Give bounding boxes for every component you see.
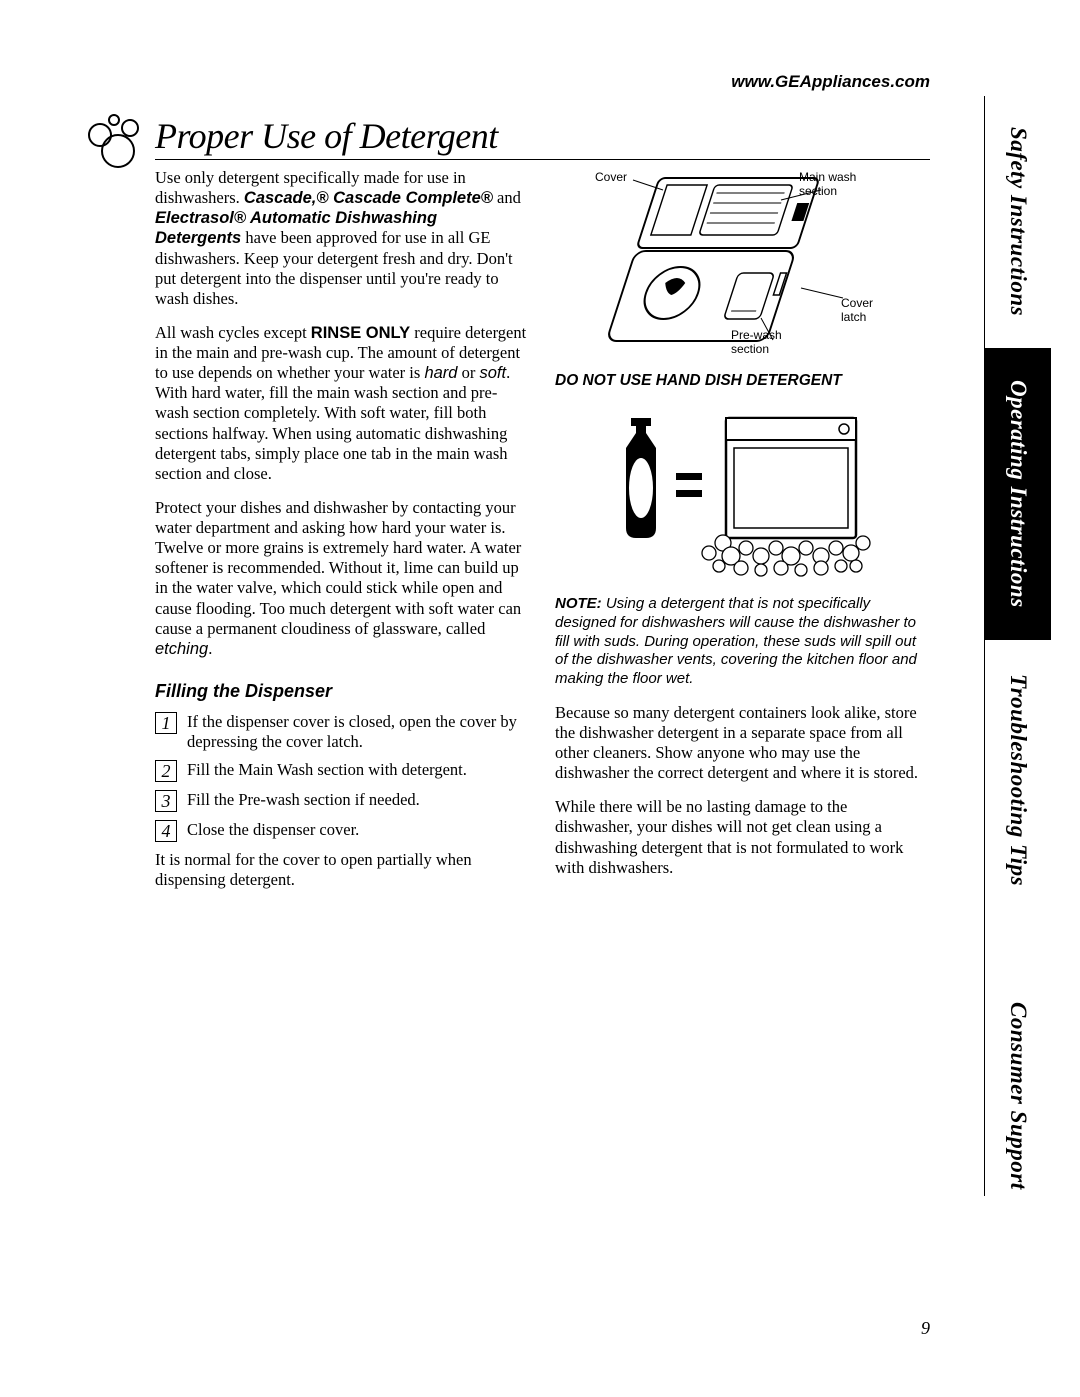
page-number: 9 xyxy=(921,1318,930,1339)
step-number-icon: 2 xyxy=(155,760,177,782)
filling-subheading: Filling the Dispenser xyxy=(155,681,527,702)
section-tabs-sidebar: Safety Instructions Operating Instructio… xyxy=(984,96,1050,1196)
right-para-1: Because so many detergent containers loo… xyxy=(555,703,927,784)
label-main-wash: Main wash section xyxy=(799,170,856,198)
label-cover: Cover xyxy=(595,170,627,184)
content-area: Proper Use of Detergent Use only deterge… xyxy=(155,115,930,904)
step-number-icon: 3 xyxy=(155,790,177,812)
intro-para-2: All wash cycles except RINSE ONLY requir… xyxy=(155,323,527,484)
step-list: 1 If the dispenser cover is closed, open… xyxy=(155,712,527,842)
suds-diagram xyxy=(601,398,881,583)
label-prewash: Pre-wash section xyxy=(731,328,782,356)
tab-operating-instructions[interactable]: Operating Instructions xyxy=(985,348,1051,640)
two-column-layout: Use only detergent specifically made for… xyxy=(155,168,930,904)
step-number-icon: 1 xyxy=(155,712,177,734)
label-cover-latch: Cover latch xyxy=(841,296,873,324)
warning-heading: DO NOT USE HAND DISH DETERGENT xyxy=(555,372,927,390)
intro-para-3: Protect your dishes and dishwasher by co… xyxy=(155,498,527,659)
manual-page: www.GEAppliances.com Proper Use of Deter… xyxy=(0,0,1080,1397)
dispenser-diagram: Cover Main wash section Pre-wash section… xyxy=(601,168,881,358)
tab-troubleshooting-tips[interactable]: Troubleshooting Tips xyxy=(985,640,1051,920)
bubbles-icon xyxy=(82,113,150,169)
filling-footnote: It is normal for the cover to open parti… xyxy=(155,850,527,890)
note-paragraph: NOTE: Using a detergent that is not spec… xyxy=(555,595,927,689)
step-3: 3 Fill the Pre-wash section if needed. xyxy=(155,790,527,812)
left-column: Use only detergent specifically made for… xyxy=(155,168,527,904)
right-column: Cover Main wash section Pre-wash section… xyxy=(555,168,927,904)
page-title: Proper Use of Detergent xyxy=(155,115,930,160)
tab-safety-instructions[interactable]: Safety Instructions xyxy=(985,96,1051,348)
right-para-2: While there will be no lasting damage to… xyxy=(555,797,927,878)
step-number-icon: 4 xyxy=(155,820,177,842)
intro-para-1: Use only detergent specifically made for… xyxy=(155,168,527,309)
step-1: 1 If the dispenser cover is closed, open… xyxy=(155,712,527,752)
step-4: 4 Close the dispenser cover. xyxy=(155,820,527,842)
header-url: www.GEAppliances.com xyxy=(731,72,930,92)
step-2: 2 Fill the Main Wash section with deterg… xyxy=(155,760,527,782)
tab-consumer-support[interactable]: Consumer Support xyxy=(985,966,1051,1226)
